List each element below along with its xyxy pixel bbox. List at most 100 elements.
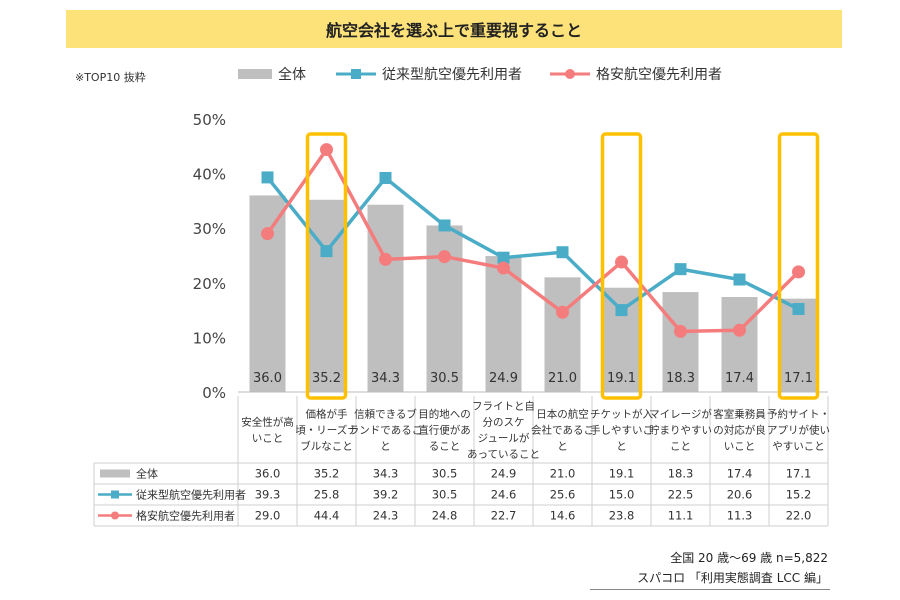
- chart-title: 航空会社を選ぶ上で重要視すること: [325, 21, 582, 40]
- bar-value-label: 19.1: [607, 371, 636, 386]
- point-series1: [615, 304, 628, 317]
- y-tick-label: 0%: [202, 384, 226, 402]
- category-label: 価格が手: [306, 408, 348, 421]
- point-series2: [733, 323, 746, 337]
- y-tick-label: 20%: [193, 275, 226, 293]
- legend-line-swatch-series2: [550, 69, 590, 79]
- category-label: ジュールが: [478, 432, 530, 445]
- category-label: アプリが使い: [767, 424, 830, 437]
- category-label: 日本の航空: [536, 408, 589, 421]
- table-cell-value: 24.6: [491, 488, 517, 502]
- table-cell-value: 20.6: [727, 488, 753, 502]
- point-series2: [556, 305, 569, 319]
- table-swatch-all: [100, 469, 130, 478]
- table-cell-value: 17.1: [786, 467, 812, 481]
- bar-value-label: 34.3: [371, 371, 400, 386]
- category-label: マイレージが: [649, 408, 712, 421]
- table-row-header: 従来型航空優先利用者: [136, 488, 246, 502]
- bar-value-label: 21.0: [548, 371, 577, 386]
- category-label: ブルなこと: [300, 440, 353, 453]
- point-series1: [674, 263, 687, 276]
- point-series2: [438, 250, 451, 264]
- table-cell-value: 22.5: [668, 488, 694, 502]
- table-swatch-marker1: [111, 490, 119, 499]
- category-label: 会社であるこ: [531, 424, 594, 437]
- legend-line-swatch-series1: [336, 69, 376, 79]
- category-label: の対応が良: [713, 424, 766, 437]
- table-cell-value: 44.4: [314, 509, 340, 523]
- category-label: あっていること: [467, 449, 540, 461]
- table-cell-value: 17.4: [727, 467, 753, 481]
- y-tick-label: 30%: [193, 220, 226, 238]
- table-cell-value: 34.3: [373, 467, 399, 481]
- table-cell-value: 19.1: [609, 467, 635, 481]
- bar-value-label: 36.0: [253, 371, 282, 386]
- point-series1: [261, 171, 274, 184]
- table-cell-value: 15.0: [609, 488, 635, 502]
- point-series2: [261, 227, 274, 241]
- legend-label-series1: 従来型航空優先利用者: [382, 67, 522, 83]
- table-cell-value: 21.0: [550, 467, 576, 481]
- table-row-header: 格安航空優先利用者: [136, 509, 235, 523]
- table-swatch-marker2: [111, 511, 119, 520]
- legend-item-all: 全体: [238, 64, 306, 84]
- footer-underline: [590, 589, 830, 590]
- footer-source: スパコロ 「利用実態調査 LCC 編」: [637, 571, 828, 585]
- table-cell-value: 29.0: [255, 509, 281, 523]
- highlight-frame: [305, 132, 348, 400]
- category-label: 手しやすいこ: [590, 424, 653, 437]
- table-cell-value: 30.5: [432, 467, 458, 481]
- table-cell-value: 39.2: [373, 488, 399, 502]
- point-series2: [792, 265, 805, 279]
- line-series2: [266, 147, 800, 334]
- table-cell-value: 15.2: [786, 488, 812, 502]
- category-label: 安全性が高: [241, 416, 294, 429]
- point-series1: [379, 171, 392, 184]
- table-cell-value: 24.8: [432, 509, 458, 523]
- category-label: 分のスケ: [483, 417, 525, 429]
- legend-item-series2: 格安航空優先利用者: [550, 64, 722, 84]
- category-label: ランドであるこ: [349, 425, 422, 437]
- table-cell-value: 36.0: [255, 467, 281, 481]
- table-cell-value: 23.8: [609, 509, 635, 523]
- table-row-header: 全体: [136, 467, 158, 481]
- bar-all: [721, 296, 758, 392]
- point-series1: [792, 303, 805, 316]
- bar-value-label: 18.3: [666, 371, 695, 386]
- category-label: こと: [670, 441, 691, 453]
- table-cell-value: 35.2: [314, 467, 340, 481]
- bar-all: [249, 195, 286, 392]
- bar-value-label: 24.9: [489, 371, 518, 386]
- y-tick-label: 10%: [193, 329, 226, 347]
- title-bar: 航空会社を選ぶ上で重要視すること: [66, 10, 842, 48]
- category-label: チケットが入: [590, 408, 653, 421]
- point-series1: [497, 251, 510, 264]
- table-cell-value: 25.8: [314, 488, 340, 502]
- footer-sample-info: 全国 20 歳～69 歳 n=5,822: [670, 551, 828, 565]
- category-label: 頃・リーズナ: [295, 424, 357, 437]
- point-series1: [320, 245, 333, 258]
- bar-value-label: 35.2: [312, 371, 341, 386]
- table-cell-value: 39.3: [255, 488, 281, 502]
- table-cell-value: 18.3: [668, 467, 694, 481]
- category-label: 客室乗務員: [713, 408, 766, 421]
- table-cell-value: 11.1: [668, 509, 694, 523]
- category-label: ること: [429, 441, 461, 453]
- bar-value-label: 30.5: [430, 371, 459, 386]
- point-series1: [438, 219, 451, 232]
- category-label: 予約サイト・: [767, 408, 830, 421]
- table-cell-value: 11.3: [727, 509, 753, 523]
- highlight-frame: [777, 132, 820, 400]
- legend-label-series2: 格安航空優先利用者: [596, 67, 722, 83]
- point-series1: [733, 273, 746, 286]
- bar-all: [662, 292, 699, 392]
- bar-all: [308, 199, 345, 392]
- point-series2: [674, 324, 687, 338]
- y-tick-label: 50%: [193, 111, 226, 129]
- y-tick-label: 40%: [193, 166, 226, 184]
- note-top10: ※TOP10 抜粋: [75, 71, 146, 84]
- category-label: 信頼できるブ: [354, 408, 417, 421]
- legend-item-series1: 従来型航空優先利用者: [336, 64, 522, 84]
- category-label: フライトと自: [472, 400, 535, 413]
